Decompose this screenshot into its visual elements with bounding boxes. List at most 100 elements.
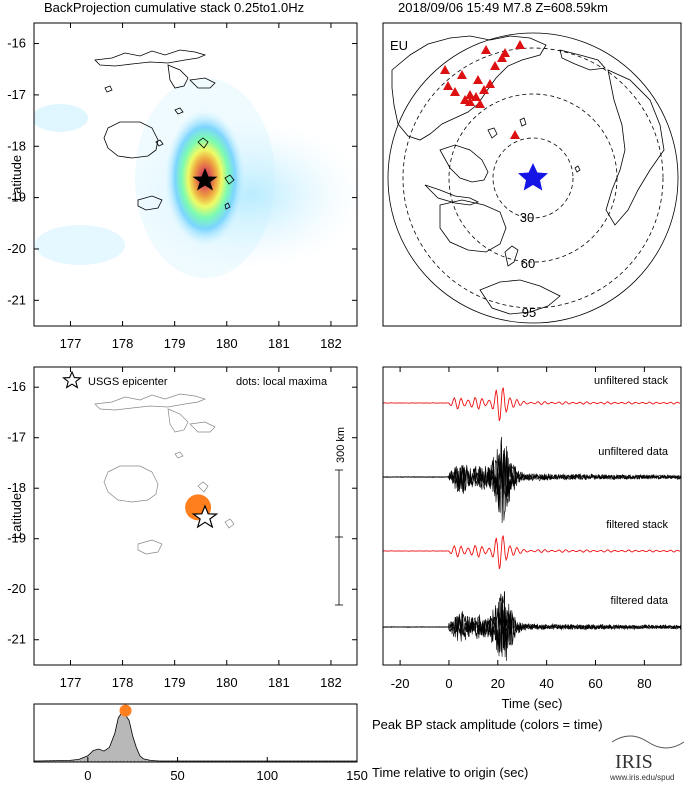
unfiltered-data-trace <box>382 444 682 517</box>
ring-label-95: 95 <box>522 305 536 320</box>
trace-label-filtered-data: filtered data <box>611 595 669 607</box>
x-tick-label: 182 <box>320 675 342 690</box>
x-tick-label: 181 <box>268 336 290 351</box>
x-axis-label-time: Time (sec) <box>502 696 563 711</box>
backprojection-map-panel: 177 178 179 180 181 182 -16 -17 -18 -19 -20 -21 Lat… <box>7 22 358 351</box>
filtered-stack-trace <box>382 535 681 570</box>
station-triangle <box>450 87 460 96</box>
peak-amplitude-panel: 0 50 100 150 Peak BP stack amplitude (color… <box>33 703 603 783</box>
station-triangle <box>490 61 500 70</box>
amplitude-peak-marker <box>119 704 132 717</box>
trace-label-unfiltered-data: unfiltered data <box>598 446 669 458</box>
x-tick-label: 179 <box>164 336 186 351</box>
x-axis-label-origin: Time relative to origin (sec) <box>372 765 528 780</box>
amplitude-area <box>33 712 358 763</box>
trace-label-unfiltered-stack: unfiltered stack <box>594 375 668 387</box>
y-tick-label: -18 <box>7 138 26 153</box>
y-tick-label: -16 <box>7 36 26 51</box>
amplitude-title: Peak BP stack amplitude (colors = time) <box>372 717 603 732</box>
station-triangle <box>440 65 450 74</box>
station-triangle <box>510 130 520 139</box>
y-tick-label: -16 <box>7 379 26 394</box>
y-tick-label: -17 <box>7 87 26 102</box>
x-tick-label: 182 <box>320 336 342 351</box>
iris-logo: IRIS www.iris.edu/spud <box>609 735 685 782</box>
heat-haze <box>34 104 88 132</box>
station-triangle <box>479 85 489 94</box>
ring-label-60: 60 <box>521 256 535 271</box>
trace-label-filtered-stack: filtered stack <box>606 519 668 531</box>
ring-label-30: 30 <box>520 210 534 225</box>
y-tick-label: -19 <box>7 190 26 205</box>
unfiltered-stack-trace <box>382 387 681 422</box>
world-coastlines <box>391 35 665 315</box>
epicenter-star <box>192 168 218 191</box>
x-tick-label: 20 <box>491 676 505 691</box>
x-tick-label: 178 <box>112 675 134 690</box>
station-triangle <box>471 92 481 101</box>
station-triangle <box>500 48 510 57</box>
x-tick-label: 0 <box>445 676 452 691</box>
maxima-map-frame <box>33 366 358 666</box>
logo-text: IRIS <box>615 751 653 773</box>
unfiltered-data-trace <box>382 436 682 524</box>
logo-url: www.iris.edu/spud <box>609 773 674 782</box>
legend-dots-label: dots: local maxima <box>236 376 328 388</box>
station-triangle <box>465 90 475 99</box>
station-map-panel: 30 60 95 EU <box>382 22 682 327</box>
title-left: BackProjection cumulative stack 0.25to1.… <box>44 0 304 15</box>
y-axis-label: Latitude <box>9 155 24 201</box>
x-tick-label: 100 <box>256 768 278 783</box>
legend-star-icon <box>62 370 82 389</box>
x-tick-label: 50 <box>170 768 184 783</box>
epicenter-star-blue <box>518 163 548 191</box>
station-triangle <box>515 40 525 49</box>
x-tick-label: 180 <box>216 675 238 690</box>
filtered-data-trace <box>382 591 682 662</box>
distance-ring-95 <box>402 47 664 309</box>
station-triangle <box>475 99 485 108</box>
station-triangle <box>465 97 475 106</box>
y-tick-label: -20 <box>7 241 26 256</box>
x-tick-label: 177 <box>60 336 82 351</box>
y-tick-label: -19 <box>7 531 26 546</box>
station-triangle <box>481 45 491 54</box>
x-tick-label: 180 <box>216 336 238 351</box>
x-tick-label: 60 <box>588 676 602 691</box>
station-triangle <box>443 81 453 90</box>
x-tick-label: 177 <box>60 675 82 690</box>
station-triangle <box>457 70 467 79</box>
legend-epicenter-label: USGS epicenter <box>88 376 168 388</box>
x-tick-label: 80 <box>637 676 651 691</box>
amplitude-frame <box>33 703 358 763</box>
heat-haze <box>35 225 125 265</box>
station-triangle <box>497 53 507 62</box>
x-tick-label: 40 <box>539 676 553 691</box>
title-right: 2018/09/06 15:49 M7.8 Z=608.59km <box>398 0 608 15</box>
map-horizon-circle <box>387 32 679 324</box>
x-tick-label: 178 <box>112 336 134 351</box>
x-tick-label: 0 <box>84 768 91 783</box>
local-maxima-panel: USGS epicenter dots: local maxima 300 km… <box>7 366 358 690</box>
y-tick-label: -17 <box>7 430 26 445</box>
station-triangle <box>485 79 495 88</box>
fiji-coastline <box>94 49 235 211</box>
x-tick-label: -20 <box>391 676 410 691</box>
scale-bar <box>335 469 343 606</box>
station-triangle <box>473 75 483 84</box>
map-frame <box>33 22 358 327</box>
x-tick-label: 181 <box>268 675 290 690</box>
fiji-coastline-gray <box>94 393 235 555</box>
scale-bar-label: 300 km <box>335 427 347 463</box>
seismogram-panel: unfiltered stack unfiltered data filtere… <box>382 366 682 711</box>
y-tick-label: -20 <box>7 581 26 596</box>
region-label: EU <box>390 38 408 53</box>
seismogram-frame <box>382 366 682 666</box>
y-axis-label-2: Latitude <box>9 493 24 539</box>
x-tick-label: 150 <box>346 768 368 783</box>
x-tick-label: 179 <box>164 675 186 690</box>
y-tick-label: -21 <box>7 292 26 307</box>
y-tick-label: -18 <box>7 480 26 495</box>
distance-ring-30 <box>492 137 574 219</box>
